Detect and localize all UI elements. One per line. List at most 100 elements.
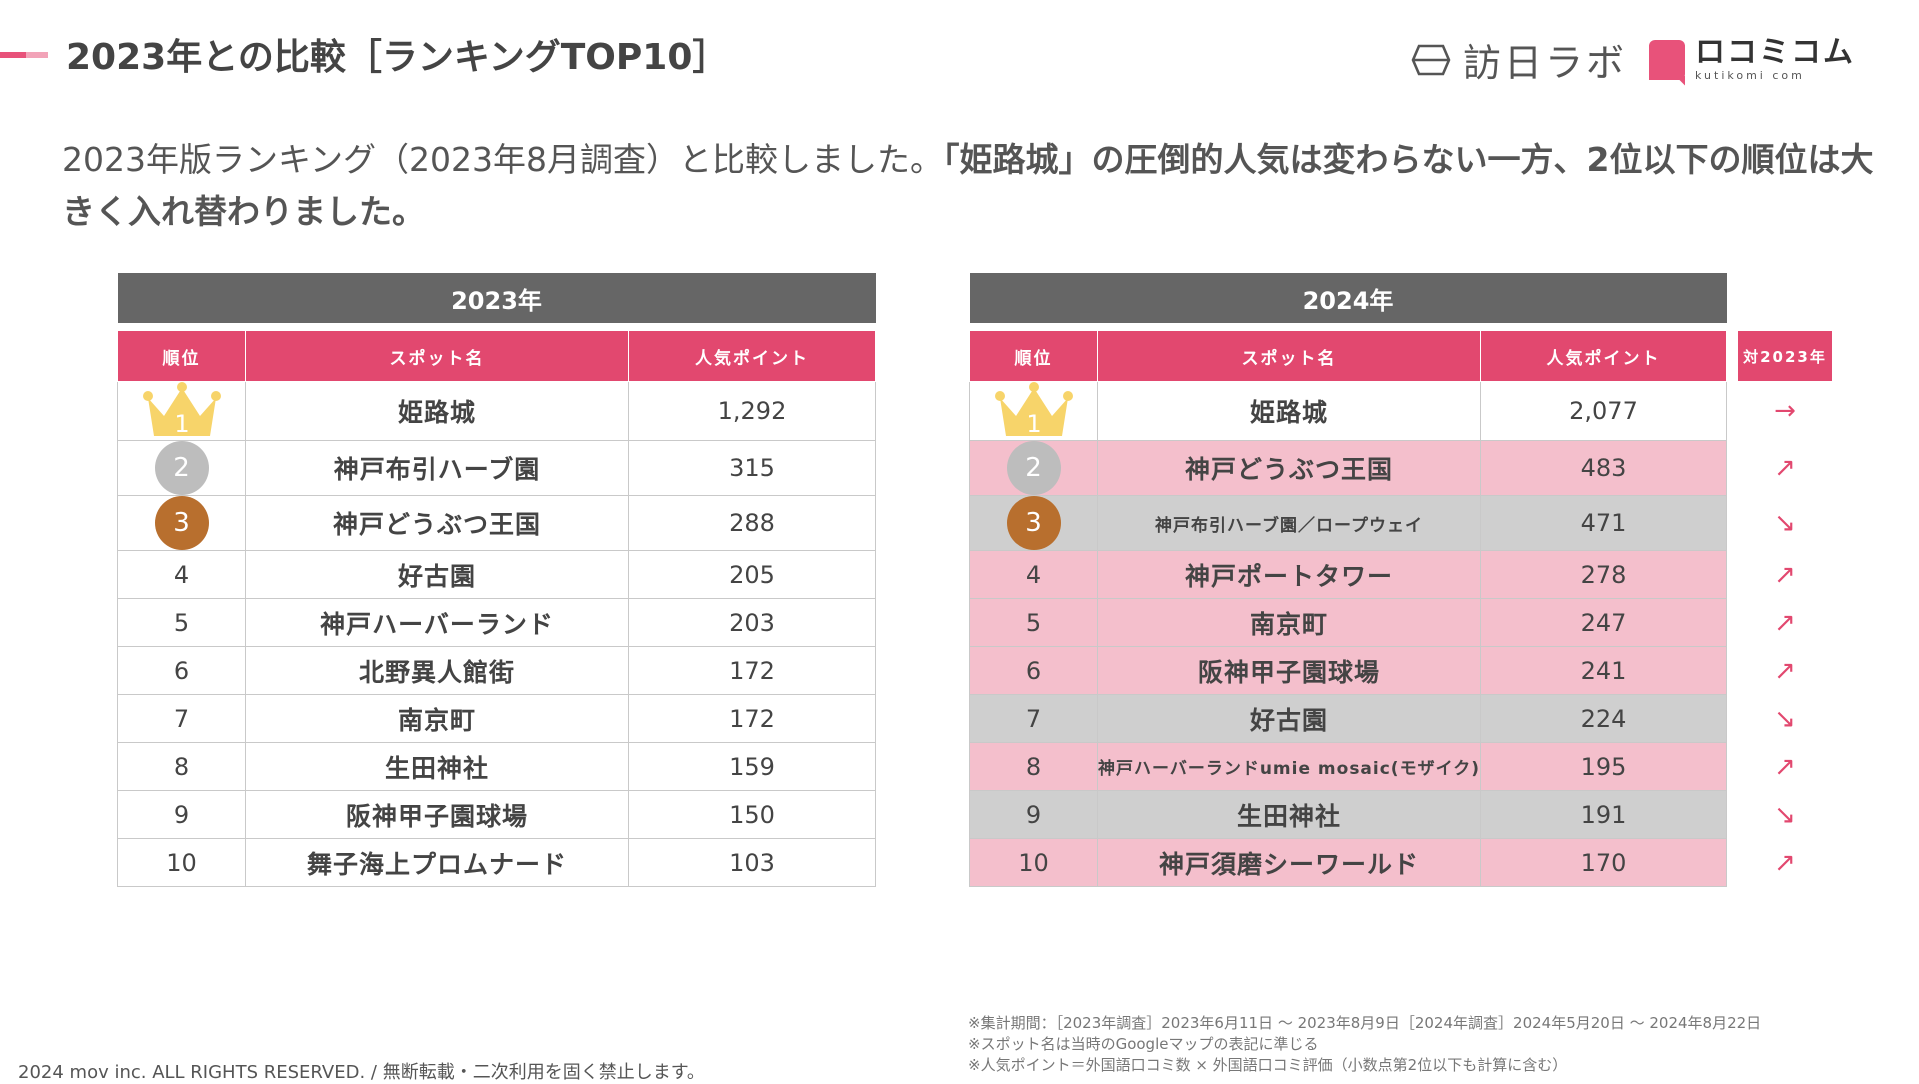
table-row: 8 生田神社 159 <box>117 742 876 791</box>
rank-cell: 6 <box>117 646 246 695</box>
points: 1,292 <box>628 381 876 441</box>
trend-arrow-icon: ↗ <box>1737 440 1833 496</box>
spot-name: 北野異人館街 <box>245 646 629 695</box>
rank-cell: 10 <box>117 838 246 887</box>
spot-name: 生田神社 <box>1097 790 1481 839</box>
points: 315 <box>628 440 876 496</box>
table-row: 5 神戸ハーバーランド 203 <box>117 598 876 647</box>
points: 288 <box>628 495 876 551</box>
spot-name: 神戸ハーバーランドumie mosaic(モザイク) <box>1097 742 1481 791</box>
hoshi-lab-icon <box>1411 44 1451 75</box>
table-row: 1 姫路城 2,077 → <box>969 381 1833 441</box>
rank-cell: 4 <box>969 550 1098 599</box>
gold-crown-icon: 1 <box>994 382 1073 438</box>
points: 172 <box>628 694 876 743</box>
rank-cell: 8 <box>117 742 246 791</box>
ranking-table-2023: 2023年 順位 スポット名 人気ポイント 1 姫路城 1,292 2 神戸布引ハーブ園… <box>117 273 876 887</box>
lead-text: 2023年版ランキング（2023年8月調査）と比較しました。「姫路城」の圧倒的人… <box>62 134 1882 238</box>
trend-arrow-icon: ↘ <box>1737 694 1833 743</box>
rank-cell: 4 <box>117 550 246 599</box>
table-row: 2 神戸どうぶつ王国 483 ↗ <box>969 440 1833 496</box>
col-rank: 順位 <box>117 330 246 382</box>
points: 471 <box>1480 495 1727 551</box>
spot-name: 南京町 <box>1097 598 1481 647</box>
trend-arrow-icon: ↗ <box>1737 838 1833 887</box>
silver-medal-icon: 2 <box>1006 441 1061 495</box>
table-row: 7 南京町 172 <box>117 694 876 743</box>
silver-medal-icon: 2 <box>154 441 209 495</box>
col-points: 人気ポイント <box>628 330 876 382</box>
rank-cell: 10 <box>969 838 1098 887</box>
footnotes: ※集計期間：［2023年調査］2023年6月11日 〜 2023年8月9日［20… <box>968 1013 1761 1076</box>
spot-name: 南京町 <box>245 694 629 743</box>
table-row: 5 南京町 247 ↗ <box>969 598 1833 647</box>
col-points: 人気ポイント <box>1480 330 1727 382</box>
kutikomi-text: ロコミコム <box>1695 35 1855 70</box>
spot-name: 神戸ポートタワー <box>1097 550 1481 599</box>
rank-cell: 8 <box>969 742 1098 791</box>
spot-name: 神戸布引ハーブ園 <box>245 440 629 496</box>
col-spot-name: スポット名 <box>1097 330 1481 382</box>
kutikomi-logo: ロコミコム kutikomi com <box>1649 37 1855 82</box>
rank-cell: 5 <box>117 598 246 647</box>
points: 205 <box>628 550 876 599</box>
gold-crown-icon: 1 <box>142 382 221 438</box>
kutikomi-subtext: kutikomi com <box>1695 69 1805 82</box>
spot-name: 好古園 <box>1097 694 1481 743</box>
trend-arrow-icon: ↗ <box>1737 742 1833 791</box>
lead-part2: 「姫路城」の圧倒的人気は変わらない一方、2位以下の順位は大きく入れ替わりました。 <box>62 140 1874 231</box>
table-row: 9 生田神社 191 ↘ <box>969 790 1833 839</box>
table-row: 3 神戸布引ハーブ園／ロープウェイ 471 ↘ <box>969 495 1833 551</box>
spot-name: 神戸布引ハーブ園／ロープウェイ <box>1097 495 1481 551</box>
points: 170 <box>1480 838 1727 887</box>
rank-cell: 9 <box>117 790 246 839</box>
points: 224 <box>1480 694 1727 743</box>
hoshi-lab-logo: 訪日ラボ <box>1411 32 1627 87</box>
spot-name: 神戸どうぶつ王国 <box>245 495 629 551</box>
year-header-2024: 2024年 <box>969 273 1727 323</box>
table-row: 10 神戸須磨シーワールド 170 ↗ <box>969 838 1833 887</box>
trend-arrow-icon: ↗ <box>1737 550 1833 599</box>
table-row: 3 神戸どうぶつ王国 288 <box>117 495 876 551</box>
rank-cell: 2 <box>969 440 1098 496</box>
spot-name: 神戸どうぶつ王国 <box>1097 440 1481 496</box>
points: 150 <box>628 790 876 839</box>
ranking-table-2024: 2024年 順位 スポット名 人気ポイント 対2023年 1 姫路城 2,077 → 2… <box>969 273 1833 887</box>
col-spot-name: スポット名 <box>245 330 629 382</box>
table-row: 6 北野異人館街 172 <box>117 646 876 695</box>
points: 159 <box>628 742 876 791</box>
spot-name: 姫路城 <box>1097 381 1481 441</box>
footnote-points: ※人気ポイント＝外国語口コミ数 × 外国語口コミ評価（小数点第2位以下も計算に含… <box>968 1056 1568 1074</box>
copyright-footer: 2024 mov inc. ALL RIGHTS RESERVED. / 無断転… <box>18 1062 705 1083</box>
spot-name: 生田神社 <box>245 742 629 791</box>
rank-cell: 5 <box>969 598 1098 647</box>
points: 278 <box>1480 550 1727 599</box>
table-row: 8 神戸ハーバーランドumie mosaic(モザイク) 195 ↗ <box>969 742 1833 791</box>
trend-arrow-icon: → <box>1737 381 1833 441</box>
logo-area: 訪日ラボ ロコミコム kutikomi com <box>1411 32 1855 87</box>
points: 203 <box>628 598 876 647</box>
trend-arrow-icon: ↗ <box>1737 598 1833 647</box>
spot-name: 姫路城 <box>245 381 629 441</box>
hoshi-lab-text: 訪日ラボ <box>1462 41 1627 85</box>
spot-name: 舞子海上プロムナード <box>245 838 629 887</box>
rank-cell: 1 <box>969 381 1098 441</box>
col-rank: 順位 <box>969 330 1098 382</box>
lead-part1: 2023年版ランキング（2023年8月調査）と比較しました。 <box>62 140 943 179</box>
table-row: 9 阪神甲子園球場 150 <box>117 790 876 839</box>
points: 103 <box>628 838 876 887</box>
spot-name: 神戸ハーバーランド <box>245 598 629 647</box>
table-row: 1 姫路城 1,292 <box>117 381 876 441</box>
crown-rank-number: 1 <box>1026 410 1041 438</box>
spot-name: 阪神甲子園球場 <box>1097 646 1481 695</box>
kutikomi-mark-icon <box>1649 39 1685 80</box>
rank-cell: 3 <box>969 495 1098 551</box>
points: 172 <box>628 646 876 695</box>
table-row: 2 神戸布引ハーブ園 315 <box>117 440 876 496</box>
points: 241 <box>1480 646 1727 695</box>
rank-cell: 9 <box>969 790 1098 839</box>
bronze-medal-icon: 3 <box>1006 496 1061 550</box>
page-title: 2023年との比較［ランキングTOP10］ <box>66 37 729 78</box>
spot-name: 阪神甲子園球場 <box>245 790 629 839</box>
spot-name: 好古園 <box>245 550 629 599</box>
